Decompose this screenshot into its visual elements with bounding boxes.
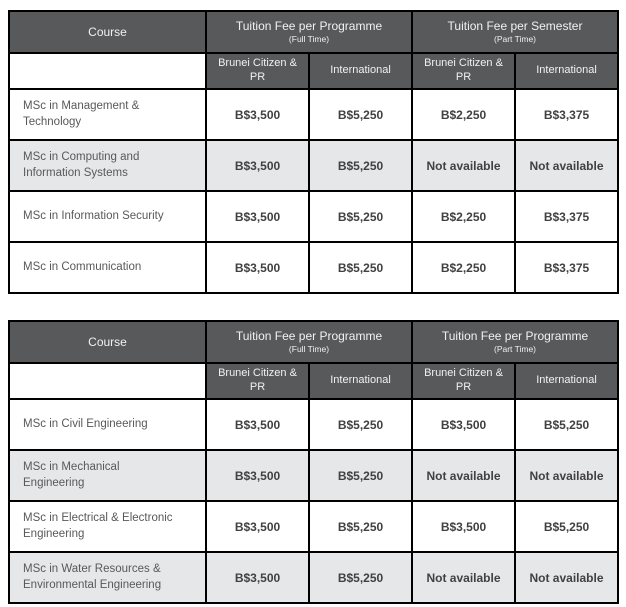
fee-value-cell: B$3,375 (513, 88, 620, 141)
table-row: MSc in Water Resources & Environmental E… (8, 551, 619, 604)
tuition-fee-table-1: Course Tuition Fee per Programme (Full T… (8, 10, 620, 294)
fee-value-cell: B$2,250 (411, 241, 516, 294)
fee-value-cell: B$3,500 (411, 398, 516, 451)
fee-value-cell: B$3,500 (205, 241, 310, 294)
course-cell: MSc in Electrical & Electronic Engineeri… (8, 500, 207, 553)
fee-value-cell: B$5,250 (308, 551, 413, 604)
course-cell: MSc in Civil Engineering (8, 398, 207, 451)
table-row: MSc in Electrical & Electronic Engineeri… (8, 500, 619, 553)
fee-value-cell: B$3,500 (205, 398, 310, 451)
course-cell: MSc in Water Resources & Environmental E… (8, 551, 207, 604)
table-row: MSc in Information Security B$3,500 B$5,… (8, 190, 620, 243)
fee-value-cell: B$3,500 (205, 449, 310, 502)
fee-value-cell: Not available (513, 139, 620, 192)
course-cell: MSc in Mechanical Engineering (8, 449, 207, 502)
group-title: Tuition Fee per Programme (441, 329, 589, 344)
subheader-brunei-citizen-ft: Brunei Citizen & PR (205, 52, 310, 90)
fee-value-cell: B$5,250 (308, 449, 413, 502)
fee-value-cell: Not available (411, 551, 516, 604)
fee-value-cell: B$5,250 (308, 190, 413, 243)
table-row: MSc in Computing and Information Systems… (8, 139, 620, 192)
table-row: MSc in Communication B$3,500 B$5,250 B$2… (8, 241, 620, 294)
course-column-header: Course (8, 320, 207, 364)
fee-value-cell: B$5,250 (514, 500, 619, 553)
fee-value-cell: Not available (411, 139, 516, 192)
course-cell: MSc in Information Security (8, 190, 207, 243)
group-subtitle: (Part Time) (493, 343, 537, 354)
subheader-brunei-citizen-pt: Brunei Citizen & PR (411, 52, 516, 90)
table-row: MSc in Management & Technology B$3,500 B… (8, 88, 620, 141)
fee-value-cell: B$3,500 (205, 500, 310, 553)
course-cell: MSc in Computing and Information Systems (8, 139, 207, 192)
fee-value-cell: B$5,250 (308, 398, 413, 451)
group-header-full-time: Tuition Fee per Programme (Full Time) (205, 10, 413, 54)
fee-value-cell: B$3,500 (205, 190, 310, 243)
table-row: MSc in Mechanical Engineering B$3,500 B$… (8, 449, 619, 502)
fee-value-cell: B$5,250 (308, 139, 413, 192)
fee-value-cell: B$2,250 (411, 88, 516, 141)
group-subtitle: (Part Time) (493, 33, 537, 44)
fee-value-cell: B$3,500 (205, 139, 310, 192)
table-row: MSc in Civil Engineering B$3,500 B$5,250… (8, 398, 619, 451)
group-header-part-time: Tuition Fee per Semester (Part Time) (410, 10, 620, 54)
subheader-international-pt: International (513, 52, 620, 90)
fee-value-cell: B$5,250 (308, 500, 413, 553)
course-cell: MSc in Management & Technology (8, 88, 207, 141)
course-cell: MSc in Communication (8, 241, 207, 294)
subheader-brunei-citizen-ft: Brunei Citizen & PR (205, 362, 310, 400)
group-header-part-time: Tuition Fee per Programme (Part Time) (411, 320, 619, 364)
fee-value-cell: B$2,250 (411, 190, 516, 243)
fee-value-cell: B$5,250 (308, 88, 413, 141)
fee-value-cell: B$3,500 (205, 88, 310, 141)
header-row: Course Tuition Fee per Programme (Full T… (8, 10, 620, 54)
subheader-international-ft: International (308, 362, 413, 400)
group-subtitle: (Full Time) (288, 33, 330, 44)
group-subtitle: (Full Time) (288, 343, 330, 354)
fee-value-cell: Not available (514, 449, 619, 502)
fee-value-cell: Not available (514, 551, 619, 604)
subheader-row: Brunei Citizen & PR International Brunei… (8, 362, 619, 400)
fee-value-cell: B$3,500 (205, 551, 310, 604)
fee-value-cell: Not available (411, 449, 516, 502)
fee-value-cell: B$3,375 (513, 241, 620, 294)
group-title: Tuition Fee per Programme (235, 329, 383, 344)
group-title: Tuition Fee per Semester (447, 19, 583, 34)
header-row: Course Tuition Fee per Programme (Full T… (8, 320, 619, 364)
fee-value-cell: B$5,250 (514, 398, 619, 451)
group-header-full-time: Tuition Fee per Programme (Full Time) (205, 320, 413, 364)
subheader-row: Brunei Citizen & PR International Brunei… (8, 52, 620, 90)
empty-corner-cell (8, 362, 207, 400)
tuition-fee-table-2: Course Tuition Fee per Programme (Full T… (8, 320, 619, 604)
empty-corner-cell (8, 52, 207, 90)
subheader-brunei-citizen-pt: Brunei Citizen & PR (411, 362, 516, 400)
document-page: Course Tuition Fee per Programme (Full T… (0, 10, 626, 607)
group-title: Tuition Fee per Programme (235, 19, 383, 34)
subheader-international-ft: International (308, 52, 413, 90)
fee-value-cell: B$3,375 (513, 190, 620, 243)
fee-value-cell: B$3,500 (411, 500, 516, 553)
subheader-international-pt: International (514, 362, 619, 400)
fee-value-cell: B$5,250 (308, 241, 413, 294)
course-column-header: Course (8, 10, 207, 54)
